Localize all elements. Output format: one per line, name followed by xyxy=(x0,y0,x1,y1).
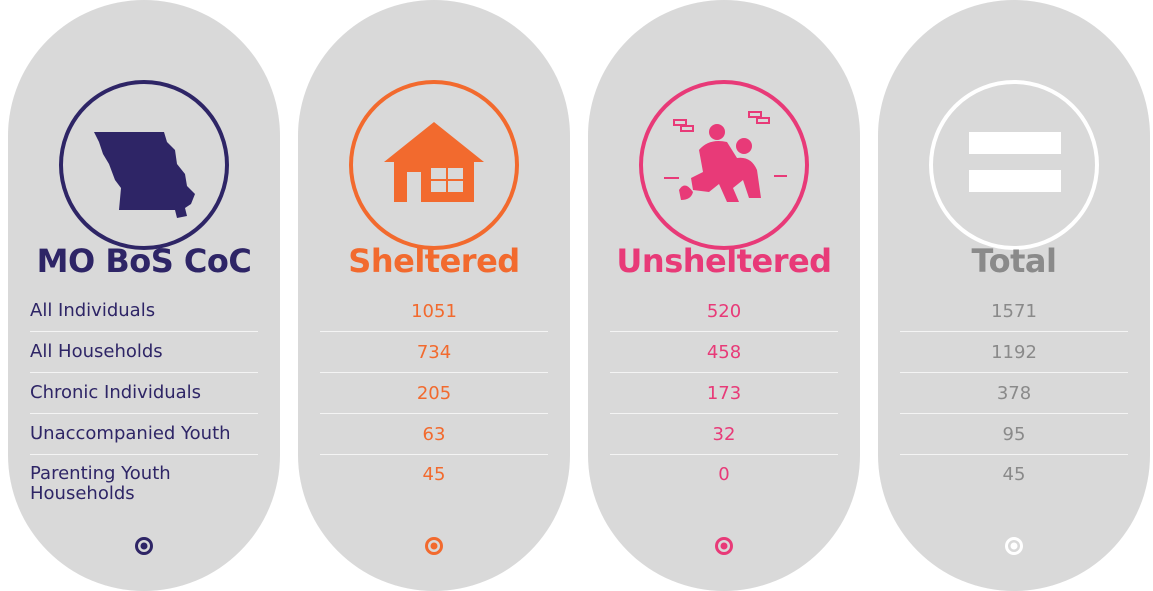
equals-icon xyxy=(929,80,1099,250)
row-label: Unaccompanied Youth xyxy=(30,414,258,455)
row-value: 1571 xyxy=(900,291,1128,332)
column-card: MO BoS CoC All Individuals All Households… xyxy=(8,0,280,591)
row-list: All Individuals All Households Chronic Ind… xyxy=(30,291,258,514)
row-value: 520 xyxy=(610,291,838,332)
row-label: Parenting Youth Households xyxy=(30,463,171,504)
row-value: 95 xyxy=(900,414,1128,455)
row-label: Chronic Individuals xyxy=(30,373,258,414)
ring-marker xyxy=(1005,537,1023,555)
row-value: 173 xyxy=(610,373,838,414)
row-value: 32 xyxy=(610,414,838,455)
row-label: All Individuals xyxy=(30,291,258,332)
people-icon xyxy=(639,80,809,250)
row-value: 205 xyxy=(320,373,548,414)
row-list: 1051 734 205 63 45 xyxy=(320,291,548,514)
row-value: 378 xyxy=(900,373,1128,414)
row-value: 45 xyxy=(422,464,446,485)
missouri-icon xyxy=(59,80,229,250)
row-value: 1192 xyxy=(900,332,1128,373)
ring-marker xyxy=(135,537,153,555)
column-card: Sheltered 1051 734 205 63 45 xyxy=(298,0,570,591)
row-value: 734 xyxy=(320,332,548,373)
row-value: 63 xyxy=(320,414,548,455)
row-value: 1051 xyxy=(320,291,548,332)
column-title: Sheltered xyxy=(348,242,520,280)
ring-marker xyxy=(425,537,443,555)
row-value: 458 xyxy=(610,332,838,373)
column-title: MO BoS CoC xyxy=(36,242,252,280)
row-value: 45 xyxy=(1002,464,1026,485)
ring-marker xyxy=(715,537,733,555)
row-list: 1571 1192 378 95 45 xyxy=(900,291,1128,514)
column-card: Unsheltered 520 458 173 32 0 xyxy=(588,0,860,591)
house-icon xyxy=(349,80,519,250)
row-label: All Households xyxy=(30,332,258,373)
row-list: 520 458 173 32 0 xyxy=(610,291,838,514)
column-title: Total xyxy=(971,242,1057,280)
row-value: 0 xyxy=(718,464,730,485)
column-title: Unsheltered xyxy=(616,242,832,280)
column-card: Total 1571 1192 378 95 45 xyxy=(878,0,1150,591)
